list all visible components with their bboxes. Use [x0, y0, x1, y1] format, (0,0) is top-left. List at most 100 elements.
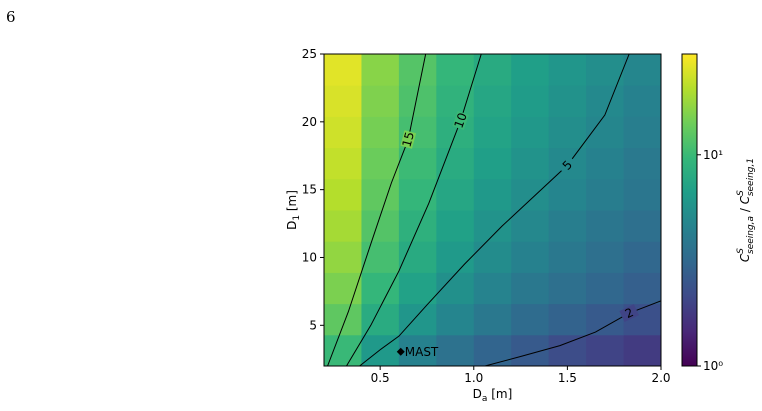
heatmap-cell	[586, 334, 625, 366]
heatmap-cell	[548, 54, 587, 86]
contour-line	[346, 54, 482, 366]
label-part: S	[736, 248, 746, 254]
heatmap-cell	[398, 147, 437, 180]
heatmap-cell	[548, 178, 587, 211]
colorbar-label: CSseeing,a / CSseeing,1	[736, 158, 756, 262]
heatmap-cell	[436, 178, 475, 211]
heatmap-cell	[548, 85, 587, 117]
heatmap-cell	[623, 178, 661, 211]
heatmap-cell	[586, 241, 625, 273]
label-part: D	[285, 221, 299, 230]
y-tick-label: 15	[302, 183, 317, 197]
heatmap-cell	[436, 303, 475, 336]
colorbar	[681, 53, 698, 367]
page-number: 6	[6, 8, 16, 26]
label-part: 1	[292, 215, 302, 221]
heatmap-cell	[361, 178, 400, 211]
heatmap-cell	[511, 54, 550, 86]
heatmap-cell	[436, 241, 475, 273]
x-axis-label: Da [m]	[473, 387, 513, 404]
heatmap-cell	[473, 116, 512, 149]
heatmap-cell	[586, 210, 625, 242]
heatmap-cell	[473, 147, 512, 180]
heatmap-cell	[473, 241, 512, 273]
heatmap-cell	[623, 241, 661, 273]
heatmap-cell	[436, 210, 475, 242]
heatmap-cell	[473, 210, 512, 242]
y-tick-label: 10	[302, 250, 317, 264]
heatmap-cell	[511, 241, 550, 273]
contour-line	[359, 54, 630, 366]
heatmap-cell	[548, 241, 587, 273]
heatmap-cell	[511, 85, 550, 117]
heatmap-cell	[473, 272, 512, 305]
heatmap-cell	[436, 147, 475, 180]
y-axis-label: D1 [m]	[285, 190, 302, 230]
heatmap-cell	[436, 85, 475, 117]
heatmap-cell	[361, 85, 400, 117]
heatmap-cell	[511, 272, 550, 305]
heatmap-cell	[398, 303, 437, 336]
colorbar-tick-label: 10⁰	[703, 359, 723, 373]
label-part: seeing,1	[746, 158, 756, 196]
label-part: seeing,a	[746, 216, 756, 254]
colorbar-tick-label: 10¹	[703, 148, 723, 162]
heatmap-cell	[548, 116, 587, 149]
plot-frame	[323, 53, 662, 367]
y-tick-label: 20	[302, 115, 317, 129]
label-part: C	[738, 195, 752, 204]
heatmap-cell	[398, 272, 437, 305]
heatmap-cell	[623, 334, 661, 366]
heatmap-cell	[623, 85, 661, 117]
heatmap-cell	[548, 303, 587, 336]
contour-label-bg	[452, 110, 469, 131]
label-part: C	[738, 253, 752, 262]
label-part: [m]	[285, 190, 299, 215]
heatmap-cell	[324, 54, 362, 86]
heatmap-cell	[361, 54, 400, 86]
heatmap-cell	[511, 303, 550, 336]
label-part: /	[738, 204, 752, 216]
contour-label-bg	[619, 304, 639, 322]
heatmap-cell	[398, 178, 437, 211]
heatmap-cell	[548, 210, 587, 242]
contour-label: 15	[400, 130, 417, 148]
heatmap-cell	[324, 241, 362, 273]
heatmap-cell	[324, 85, 362, 117]
heatmap-cell	[586, 85, 625, 117]
heatmap-cell	[473, 303, 512, 336]
heatmap-cell	[511, 116, 550, 149]
heatmap-cell	[398, 210, 437, 242]
annotation-label: MAST	[405, 345, 439, 359]
heatmap-cell	[586, 147, 625, 180]
contour-label-bg	[400, 130, 417, 149]
heatmap-cell	[473, 85, 512, 117]
heatmap-cell	[511, 147, 550, 180]
label-part: D	[473, 387, 482, 401]
heatmap-cell	[361, 241, 400, 273]
heatmap-cell	[623, 54, 661, 86]
label-part: a	[482, 394, 488, 404]
heatmap-cell	[511, 210, 550, 242]
heatmap-cell	[473, 334, 512, 366]
heatmap-cell	[586, 272, 625, 305]
annotation-marker	[396, 347, 405, 356]
x-tick-label: 0.5	[371, 371, 390, 385]
label-part: S	[736, 190, 746, 196]
heatmap-cell	[398, 334, 437, 366]
y-tick-label: 5	[309, 318, 317, 332]
contour-label: 10	[452, 111, 470, 130]
label-part: [m]	[487, 387, 512, 401]
heatmap-cell	[361, 272, 400, 305]
heatmap-cell	[324, 303, 362, 336]
x-tick-label: 2.0	[651, 371, 670, 385]
contour-label-bg	[557, 155, 578, 176]
heatmap-cell	[623, 272, 661, 305]
x-tick-label: 1.0	[464, 371, 483, 385]
heatmap-cell	[586, 54, 625, 86]
heatmap-cell	[623, 210, 661, 242]
heatmap-cell	[398, 54, 437, 86]
heatmap-cell	[436, 334, 475, 366]
